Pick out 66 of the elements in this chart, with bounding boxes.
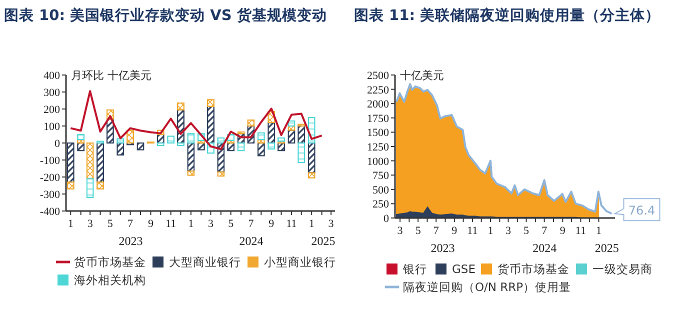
annotation: 76.4 — [628, 204, 656, 218]
x-tick-label: 3 — [87, 218, 94, 230]
x-tick-label: 11 — [467, 225, 478, 237]
x-tick-label: 9 — [148, 218, 154, 230]
x-tick-label: 9 — [452, 225, 458, 237]
y-tick-label: 750 — [372, 170, 390, 182]
x-tick-label: 3 — [208, 218, 214, 230]
x-tick-label: 11 — [286, 218, 297, 230]
y-axis-title: 十亿美元 — [400, 69, 444, 82]
y-tick-label: 0 — [54, 138, 60, 150]
x-tick-label: 5 — [524, 225, 530, 237]
x-tick-label: 7 — [128, 218, 134, 230]
legend-label: 大型商业银行 — [169, 255, 241, 269]
y-tick-label: 0 — [384, 213, 390, 225]
text: 2023 — [430, 241, 455, 255]
x-tick-label: 11 — [575, 225, 586, 237]
y-axis-title: 月环比 十亿美元 — [71, 69, 152, 82]
x-tick-label: 9 — [560, 225, 566, 237]
y-tick-label: 200 — [44, 104, 60, 116]
y-tick-label: 500 — [372, 184, 390, 196]
y-tick-label: 2500 — [367, 70, 390, 82]
y-tick-label: -300 — [40, 189, 60, 201]
y-tick-label: 100 — [44, 121, 60, 133]
x-tick-label: 7 — [248, 218, 254, 230]
text: 2024 — [239, 234, 264, 248]
y-tick-label: 2250 — [367, 84, 390, 96]
y-tick-label: 1250 — [367, 142, 390, 154]
legend-label: 货币市场基金 — [74, 255, 146, 269]
y-tick-label: 1750 — [367, 112, 390, 125]
y-tick-label: 2000 — [367, 98, 390, 111]
x-tick-label: 5 — [107, 218, 114, 230]
y-tick-label: -200 — [40, 172, 60, 184]
y-tick-label: -400 — [40, 206, 60, 218]
legend-label: 货币市场基金 — [498, 262, 570, 276]
legend-label: 银行 — [402, 262, 427, 276]
legend-label: GSE — [452, 262, 476, 276]
x-tick-label: 5 — [228, 218, 234, 230]
y-tick-label: -100 — [40, 155, 60, 167]
text: 2024 — [532, 241, 557, 255]
legend-label: 小型商业银行 — [264, 255, 336, 269]
x-tick-label: 1 — [596, 225, 602, 237]
x-tick-label: 3 — [328, 218, 334, 230]
x-tick-label: 1 — [488, 225, 494, 237]
chart-title: 图表 10: 美国银行业存款变动 VS 货基规模变动 — [4, 6, 327, 24]
legend-label: 隔夜逆回购（O/N RRP）使用量 — [403, 280, 572, 294]
x-tick-label: 9 — [268, 218, 275, 230]
x-tick-label: 3 — [506, 225, 512, 237]
text: 2025 — [594, 241, 619, 255]
legend-label: 一级交易商 — [592, 262, 652, 276]
x-tick-label: 7 — [542, 225, 548, 237]
x-tick-label: 1 — [308, 218, 314, 230]
x-tick-label: 1 — [68, 218, 74, 230]
x-tick-label: 5 — [415, 225, 422, 237]
text: 2023 — [118, 234, 143, 248]
x-tick-label: 1 — [188, 218, 194, 230]
y-tick-label: 1500 — [367, 127, 390, 140]
y-tick-label: 400 — [44, 70, 60, 82]
y-tick-label: 1000 — [367, 156, 390, 168]
chart-title: 图表 11: 美联储隔夜逆回购使用量（分主体） — [354, 6, 660, 24]
x-tick-label: 3 — [397, 225, 404, 237]
legend-label: 海外相关机构 — [74, 273, 146, 287]
x-tick-label: 7 — [433, 225, 440, 237]
y-tick-label: 300 — [44, 87, 60, 99]
x-tick-label: 11 — [166, 218, 176, 230]
y-tick-label: 250 — [372, 198, 390, 211]
text: 2025 — [311, 234, 336, 248]
